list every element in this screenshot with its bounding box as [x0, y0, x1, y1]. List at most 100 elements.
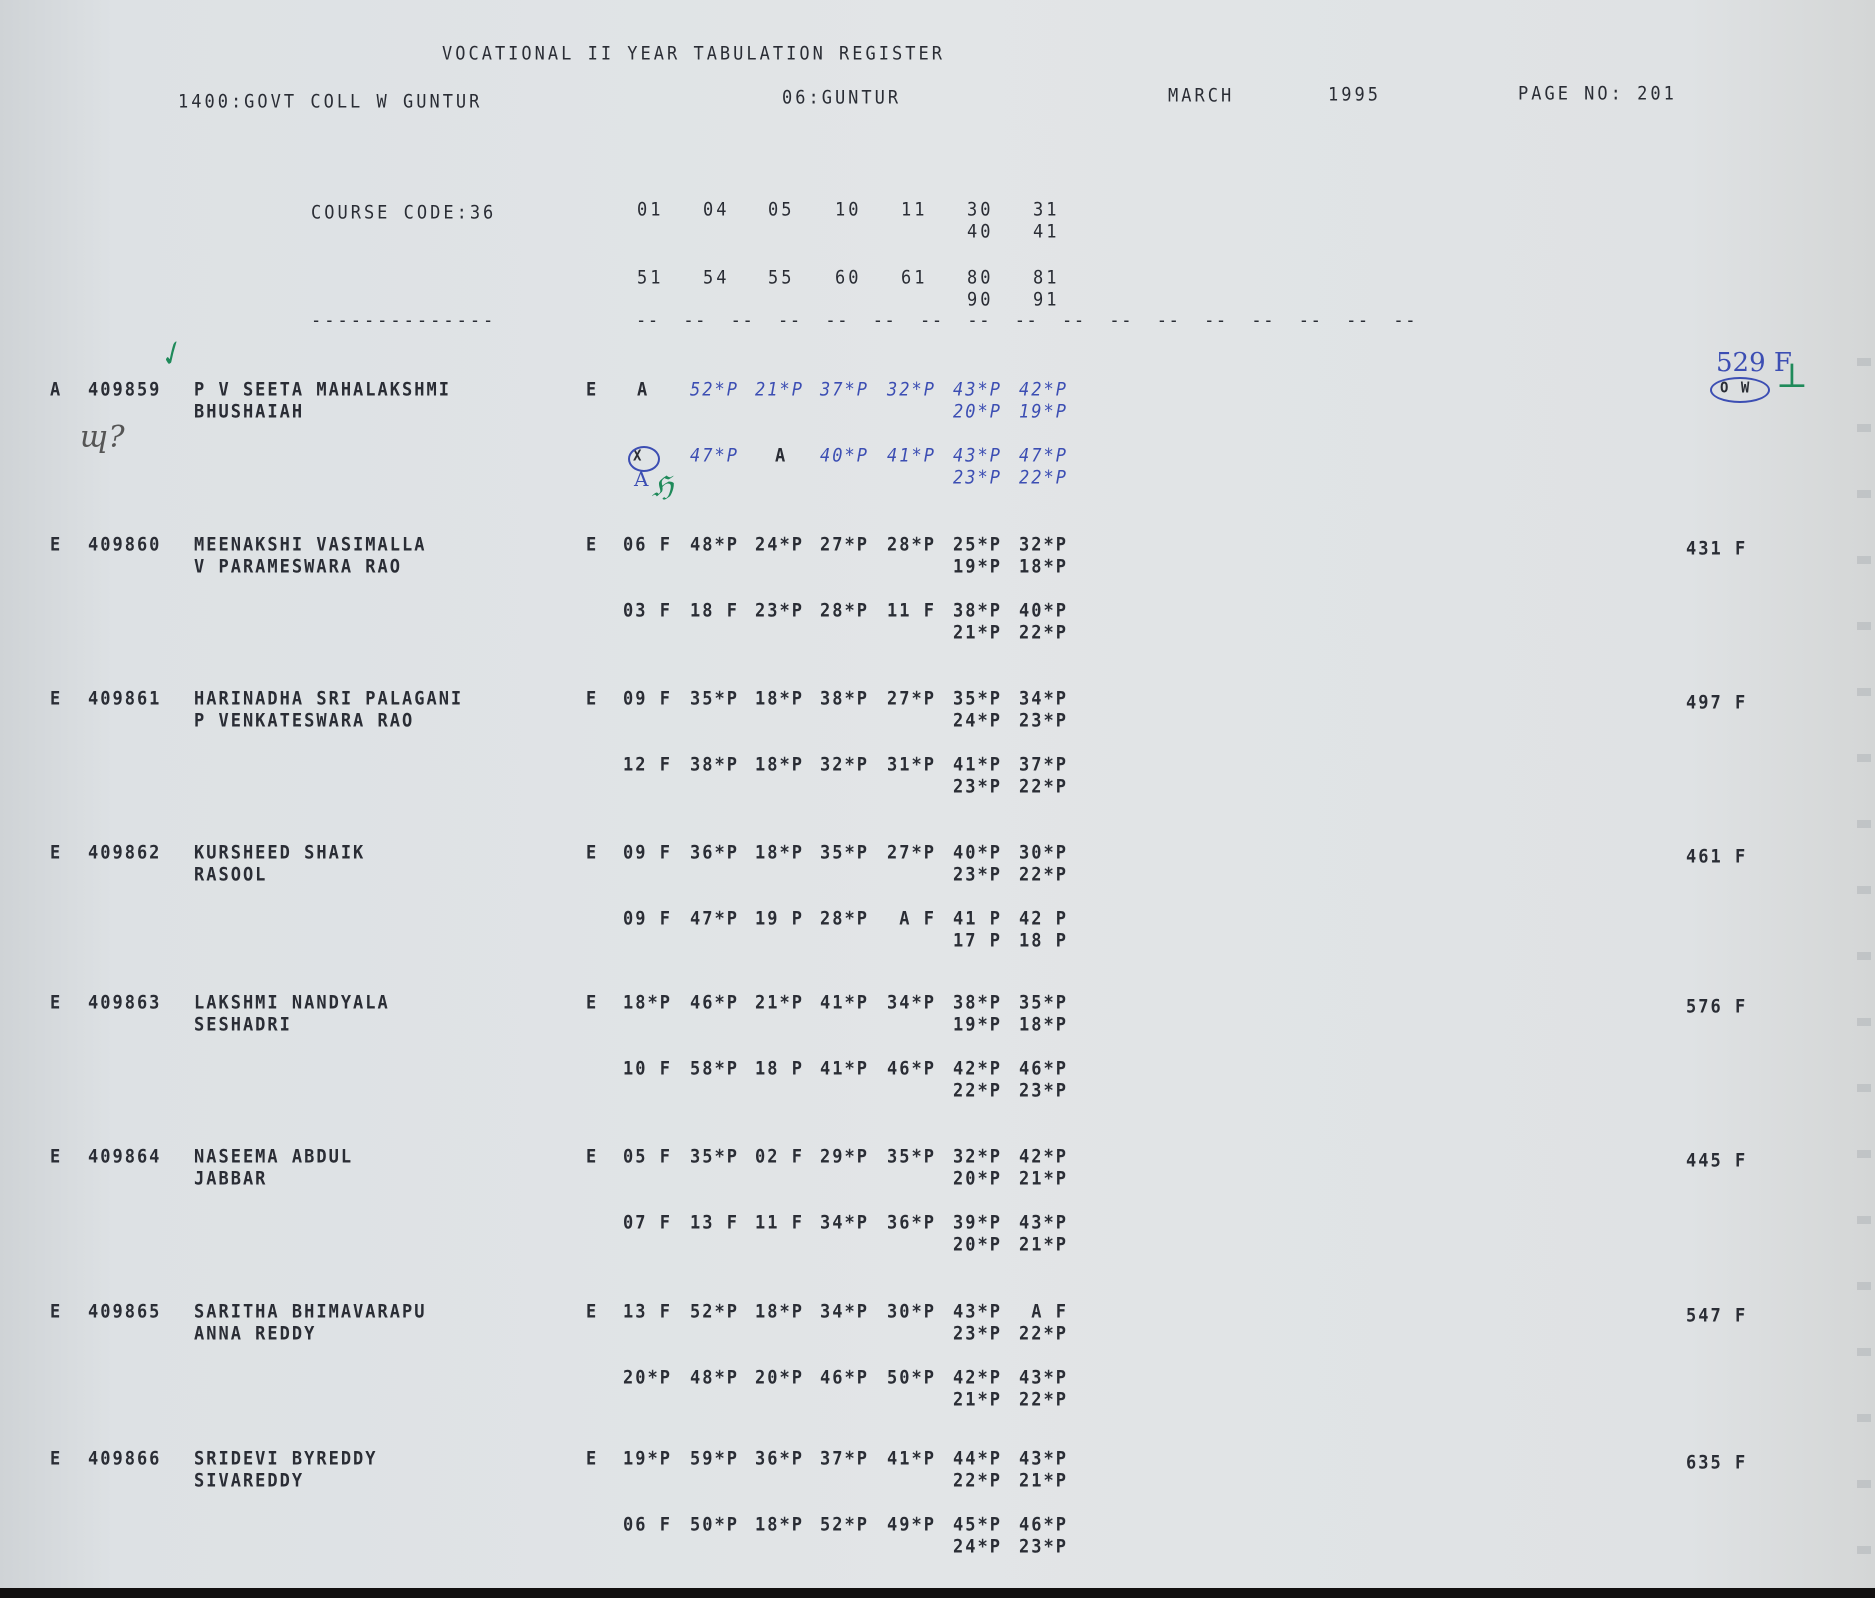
mark: 19*P: [623, 1448, 672, 1470]
mark: 23*P: [755, 600, 804, 622]
mark: 20*P: [953, 1168, 1002, 1190]
subject-code: 60: [835, 267, 862, 289]
register-title: VOCATIONAL II YEAR TABULATION REGISTER: [442, 43, 945, 65]
mark: 28*P: [820, 908, 869, 930]
mark: 43*P: [1019, 1367, 1068, 1389]
medium: E: [586, 842, 599, 864]
mark: 18*P: [755, 842, 804, 864]
mark: 09 F: [623, 908, 672, 930]
parent-name: SIVAREDDY: [194, 1470, 305, 1492]
initials-scribble: ɰ?: [80, 420, 125, 455]
mark: 23*P: [953, 776, 1002, 798]
mark: 43*P: [953, 1301, 1002, 1323]
mark: 49*P: [887, 1514, 936, 1536]
parent-name: P VENKATESWARA RAO: [194, 710, 415, 732]
mark: 27*P: [820, 534, 869, 556]
subject-code: 30: [967, 199, 994, 221]
mark: 23*P: [1019, 1536, 1068, 1558]
mark: 18*P: [755, 688, 804, 710]
mark: 21*P: [1019, 1234, 1068, 1256]
mark: 48*P: [690, 534, 739, 556]
mark: 59*P: [690, 1448, 739, 1470]
course-underline: --------------: [311, 310, 497, 332]
parent-name: BHUSHAIAH: [194, 401, 305, 423]
binder-holes: [1857, 300, 1871, 1560]
ow-annotation: O W: [1720, 379, 1752, 397]
mark: 22*P: [1019, 622, 1068, 644]
total-marks: 431 F: [1686, 538, 1748, 560]
mark: 22*P: [1019, 1323, 1068, 1345]
mark: 45*P: [953, 1514, 1002, 1536]
mark: 29*P: [820, 1146, 869, 1168]
subject-code: 41: [1033, 221, 1060, 243]
mark: 03 F: [623, 600, 672, 622]
mark: 22*P: [1019, 776, 1068, 798]
mark: 32*P: [820, 754, 869, 776]
mark: 10 F: [623, 1058, 672, 1080]
mark: 20*P: [953, 1234, 1002, 1256]
mark: 25*P: [953, 534, 1002, 556]
mark: 18 P: [1019, 930, 1068, 952]
mark: 43*P: [953, 445, 1002, 467]
mark: 34*P: [887, 992, 936, 1014]
parent-name: JABBAR: [194, 1168, 268, 1190]
signature-scribble: ℌ: [652, 470, 674, 503]
mark: 37*P: [820, 379, 869, 401]
subject-code: 05: [768, 199, 795, 221]
subject-code: 55: [768, 267, 795, 289]
mark: 41*P: [887, 1448, 936, 1470]
mark: 35*P: [1019, 992, 1068, 1014]
subject-code: 11: [901, 199, 928, 221]
student-name: HARINADHA SRI PALAGANI: [194, 688, 464, 710]
parent-name: ANNA REDDY: [194, 1323, 317, 1345]
column-dashes: -- -- -- -- -- -- -- -- -- -- -- -- -- -…: [636, 310, 1418, 332]
mark: 20*P: [623, 1367, 672, 1389]
roll-number: 409866: [88, 1448, 162, 1470]
tick-mark: ✓: [150, 334, 191, 377]
mark: 37*P: [820, 1448, 869, 1470]
subject-code: 04: [703, 199, 730, 221]
mark: 28*P: [887, 534, 936, 556]
mark: 52*P: [690, 379, 739, 401]
mark: 23*P: [953, 1323, 1002, 1345]
ow-circle: [1710, 377, 1770, 403]
student-name: MEENAKSHI VASIMALLA: [194, 534, 427, 556]
result-flag: E: [50, 1301, 63, 1323]
result-flag: E: [50, 534, 63, 556]
mark: 27*P: [887, 688, 936, 710]
total-marks: 445 F: [1686, 1150, 1748, 1172]
mark: A F: [1019, 1301, 1068, 1323]
subject-code: 81: [1033, 267, 1060, 289]
mark: 35*P: [690, 688, 739, 710]
mark: 21*P: [755, 379, 804, 401]
mark: 47*P: [690, 445, 739, 467]
result-flag: E: [50, 992, 63, 1014]
mark: 34*P: [1019, 688, 1068, 710]
subject-code: 61: [901, 267, 928, 289]
student-name: KURSHEED SHAIK: [194, 842, 366, 864]
mark: 46*P: [690, 992, 739, 1014]
medium: E: [586, 379, 599, 401]
mark: 18 F: [690, 600, 739, 622]
mark: 11 F: [887, 600, 936, 622]
medium: E: [586, 992, 599, 1014]
green-signature: ⊥: [1776, 356, 1808, 396]
absent-mark: A: [634, 467, 649, 491]
medium: E: [586, 1301, 599, 1323]
mark: 42*P: [1019, 1146, 1068, 1168]
mark: 35*P: [690, 1146, 739, 1168]
mark: 18*P: [755, 1514, 804, 1536]
mark: A: [637, 379, 650, 401]
mark: 24*P: [755, 534, 804, 556]
mark: 44*P: [953, 1448, 1002, 1470]
mark: 07 F: [623, 1212, 672, 1234]
mark: 36*P: [755, 1448, 804, 1470]
mark: 24*P: [953, 1536, 1002, 1558]
subject-code: 54: [703, 267, 730, 289]
mark: 19 P: [755, 908, 804, 930]
subject-code: 51: [637, 267, 664, 289]
roll-number: 409863: [88, 992, 162, 1014]
page-bottom-edge: [0, 1588, 1875, 1598]
medium: E: [586, 534, 599, 556]
mark: 39*P: [953, 1212, 1002, 1234]
